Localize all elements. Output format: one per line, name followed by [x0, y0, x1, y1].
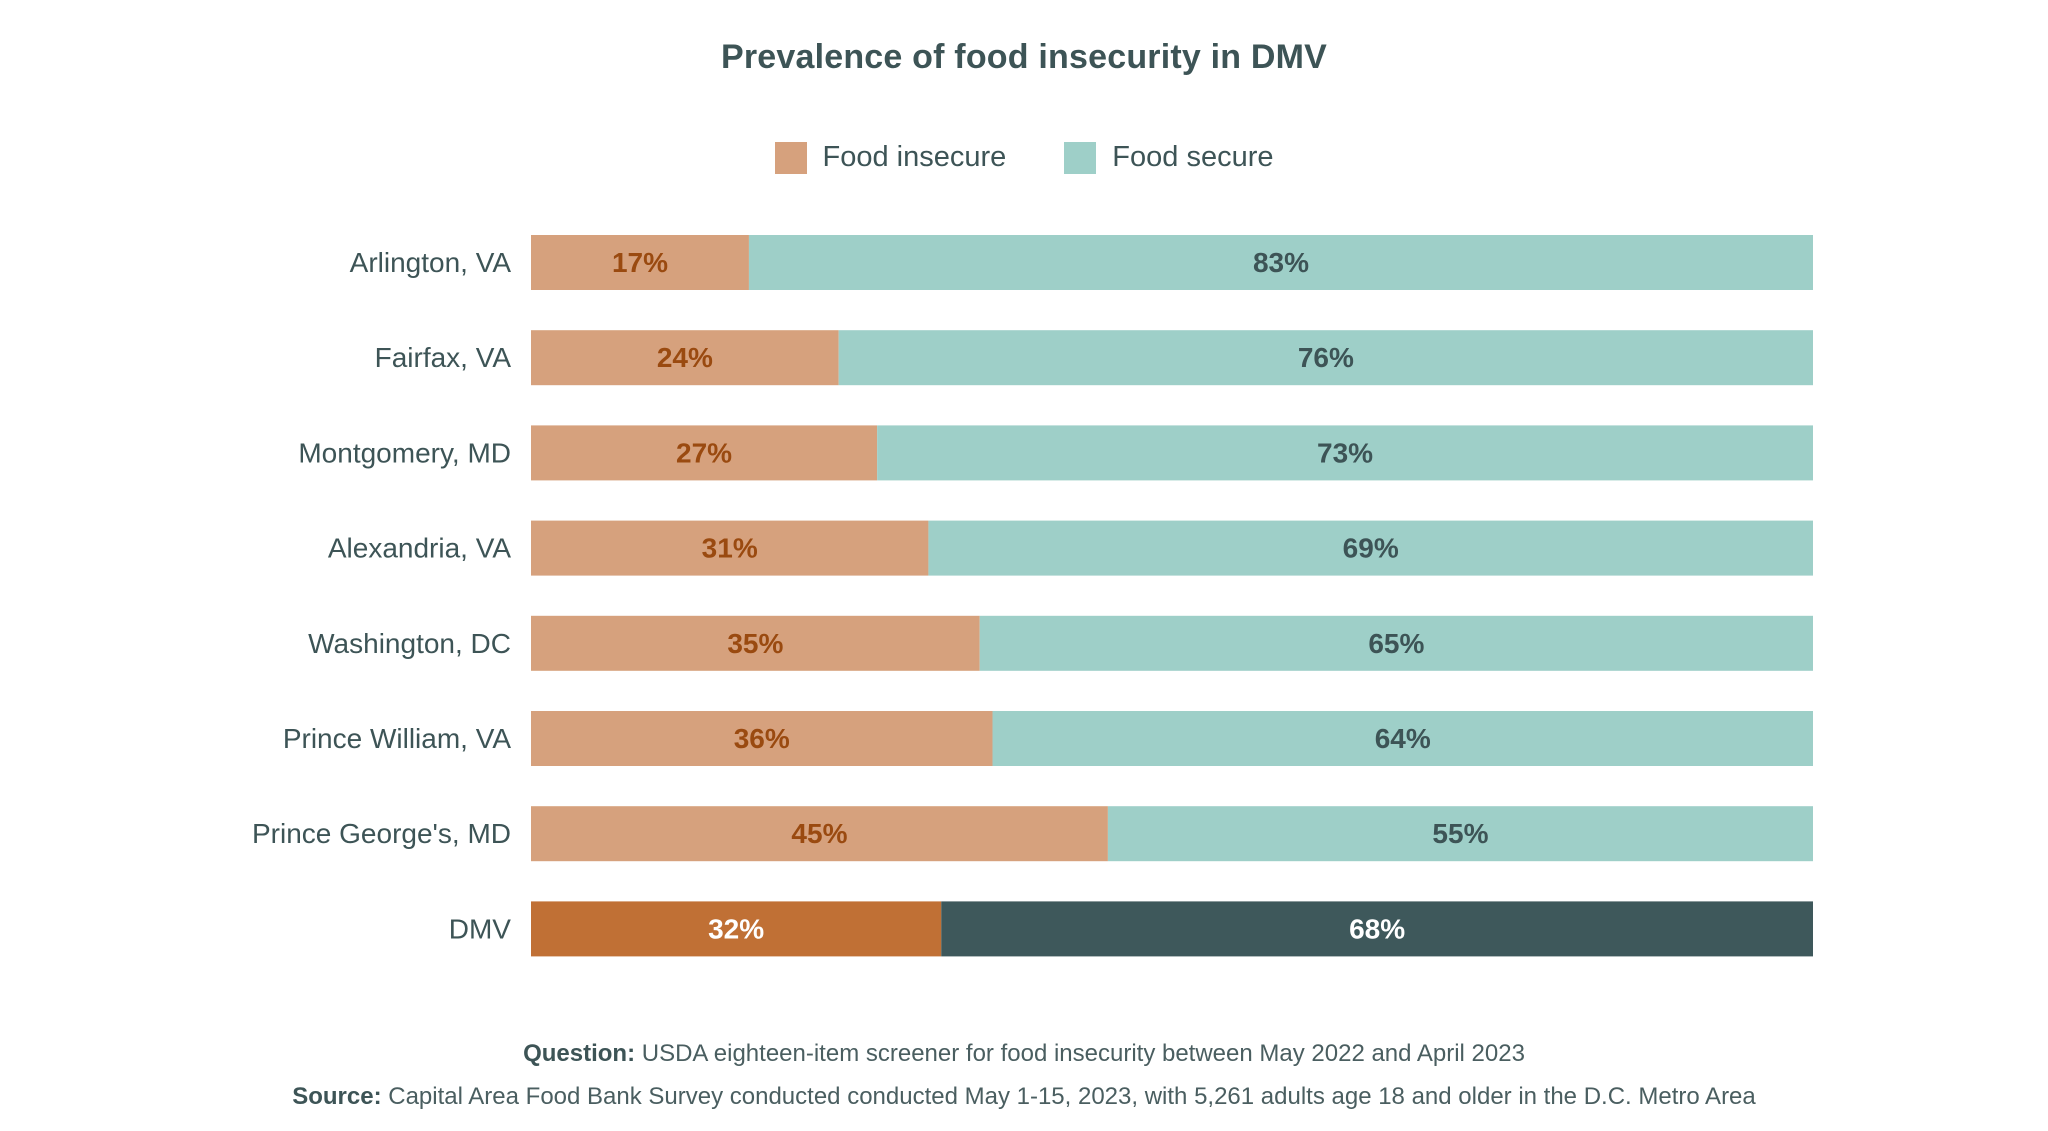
legend-label-insecure: Food insecure — [822, 141, 1007, 173]
question-text: USDA eighteen-item screener for food ins… — [635, 1040, 1525, 1067]
legend-item-insecure: Food insecure — [774, 141, 1007, 174]
bar-insecure-arlington-va — [531, 235, 749, 290]
bar-insecure-washington-dc — [531, 615, 980, 671]
bar-insecure-dmv — [531, 901, 942, 957]
data-label-insecure-prince-william-va: 36% — [734, 723, 790, 754]
legend-label-secure: Food secure — [1112, 141, 1274, 173]
bar-secure-dmv — [941, 901, 1813, 957]
bar-insecure-montgomery-md — [531, 425, 878, 481]
bar-secure-alexandria-va — [928, 520, 1813, 576]
bar-secure-prince-george-s-md — [1107, 806, 1813, 862]
legend-swatch-insecure — [774, 141, 807, 174]
category-label-montgomery-md: Montgomery, MD — [298, 437, 511, 468]
bar-secure-fairfax-va — [838, 330, 1813, 386]
data-label-insecure-fairfax-va: 24% — [657, 342, 713, 373]
category-label-arlington-va: Arlington, VA — [350, 247, 512, 278]
legend-item-secure: Food secure — [1064, 141, 1273, 174]
category-label-alexandria-va: Alexandria, VA — [328, 533, 511, 564]
legend-swatch-secure — [1064, 141, 1097, 174]
question-label: Question: — [523, 1040, 636, 1067]
bar-secure-arlington-va — [748, 235, 1814, 290]
data-label-secure-prince-william-va: 64% — [1375, 723, 1431, 754]
footnote-question: Question: USDA eighteen-item screener fo… — [0, 1040, 2048, 1068]
category-label-prince-george-s-md: Prince George's, MD — [252, 818, 511, 849]
bar-insecure-prince-william-va — [531, 711, 993, 766]
bar-secure-montgomery-md — [877, 425, 1813, 481]
data-label-insecure-washington-dc: 35% — [727, 628, 783, 659]
data-label-secure-fairfax-va: 76% — [1298, 342, 1354, 373]
data-label-secure-montgomery-md: 73% — [1317, 437, 1373, 468]
data-label-secure-alexandria-va: 69% — [1343, 533, 1399, 564]
data-label-insecure-arlington-va: 17% — [612, 247, 668, 278]
category-label-washington-dc: Washington, DC — [308, 628, 511, 659]
footnote-source: Source: Capital Area Food Bank Survey co… — [0, 1083, 2048, 1111]
bar-insecure-fairfax-va — [531, 330, 839, 386]
data-label-secure-dmv: 68% — [1349, 913, 1405, 944]
data-label-insecure-dmv: 32% — [708, 913, 764, 944]
data-label-secure-arlington-va: 83% — [1253, 247, 1309, 278]
category-label-fairfax-va: Fairfax, VA — [375, 342, 512, 373]
bar-insecure-alexandria-va — [531, 520, 929, 576]
chart-title: Prevalence of food insecurity in DMV — [720, 38, 1328, 76]
source-label: Source: — [292, 1083, 382, 1110]
data-label-insecure-montgomery-md: 27% — [676, 437, 732, 468]
bar-secure-prince-william-va — [992, 711, 1813, 766]
category-label-prince-william-va: Prince William, VA — [283, 723, 512, 754]
bar-secure-washington-dc — [979, 615, 1813, 671]
data-label-secure-washington-dc: 65% — [1368, 628, 1424, 659]
data-label-secure-prince-george-s-md: 55% — [1432, 818, 1488, 849]
bar-insecure-prince-george-s-md — [531, 806, 1108, 862]
data-label-insecure-prince-george-s-md: 45% — [791, 818, 847, 849]
category-label-dmv: DMV — [449, 913, 512, 944]
source-text: Capital Area Food Bank Survey conducted … — [381, 1083, 1756, 1110]
data-label-insecure-alexandria-va: 31% — [702, 533, 758, 564]
legend: Food insecure Food secure — [0, 141, 2048, 174]
